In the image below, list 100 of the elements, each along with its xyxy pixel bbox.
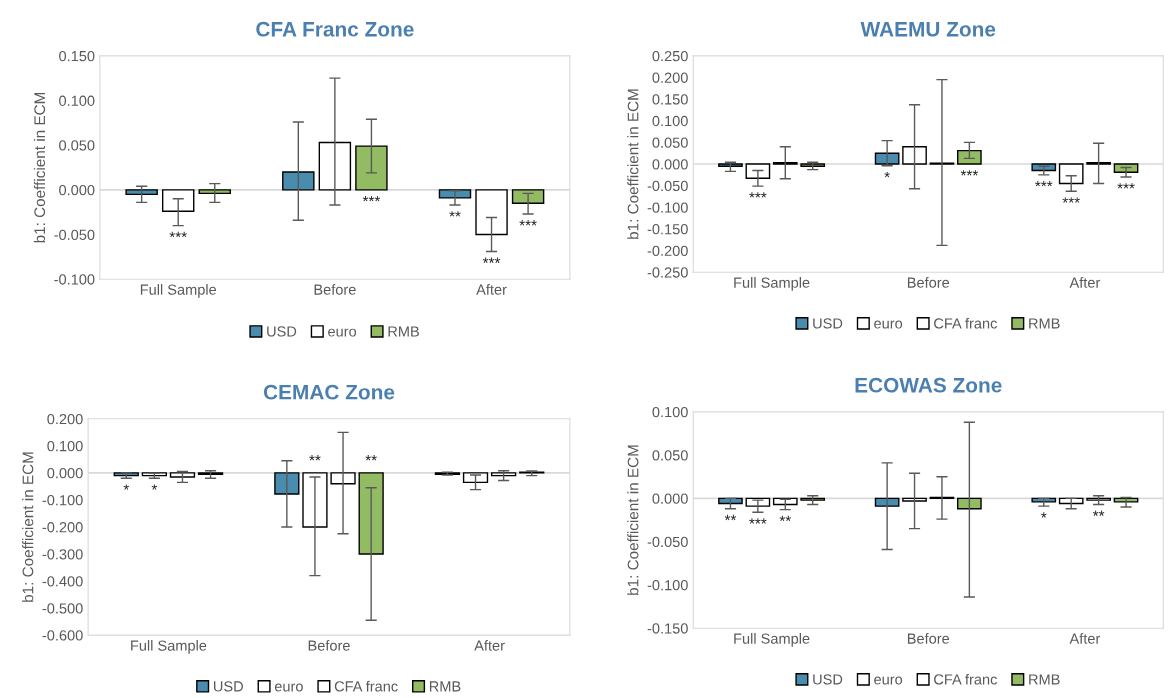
data-label: *	[884, 171, 890, 178]
y-tick-label: 0.000	[652, 493, 688, 504]
bar	[438, 189, 472, 199]
y-tick-label: 0.100	[652, 406, 688, 418]
bar	[957, 149, 982, 165]
y-tick-label: 0.000	[59, 184, 95, 196]
bar	[475, 189, 508, 236]
bar	[161, 189, 195, 212]
legend-label: euro	[874, 320, 903, 329]
y-axis-title: b1: Coefficient in ECM	[627, 89, 639, 239]
y-tick-label: -0.600	[42, 630, 83, 641]
legend-label: euro	[874, 676, 903, 685]
bar	[355, 145, 388, 191]
chart-title: ECOWAS Zone	[855, 377, 1002, 393]
y-tick-label: -0.100	[647, 580, 688, 591]
data-label: *	[123, 484, 129, 490]
data-label: ***	[169, 231, 187, 238]
data-label: **	[309, 455, 321, 461]
data-label: ***	[749, 192, 767, 198]
legend-label: USD	[267, 326, 297, 337]
y-tick-label: 0.200	[652, 72, 688, 83]
y-axis-title: b1: Coefficient in ECM	[33, 92, 46, 243]
legend-label: CFA franc	[934, 317, 997, 329]
x-tick-label: Full Sample	[131, 640, 207, 654]
chart-title: CEMAC Zone	[263, 384, 395, 400]
y-tick-label: -0.050	[647, 180, 688, 192]
y-tick-label: -0.150	[647, 224, 688, 235]
y-tick-label: 0.100	[47, 440, 83, 452]
bar	[198, 189, 231, 195]
chart-title: WAEMU Zone	[860, 22, 996, 37]
legend-label: euro	[328, 328, 357, 337]
legend-label: CFA franc	[334, 680, 398, 692]
y-axis-title: b1: Coefficient in ECM	[22, 452, 34, 602]
y-tick-label: 0.050	[652, 137, 688, 148]
y-tick-label: 0.100	[59, 95, 95, 106]
legend-label: USD	[813, 674, 843, 685]
y-tick-label: 0.100	[652, 115, 688, 127]
bar	[282, 171, 315, 191]
bar	[511, 189, 545, 204]
x-tick-label: Full Sample	[734, 277, 810, 291]
legend-label: USD	[214, 681, 243, 692]
y-tick-label: -0.100	[647, 202, 688, 213]
y-tick-label: -0.100	[42, 495, 83, 506]
data-label: **	[449, 211, 461, 217]
legend-label: RMB	[1029, 318, 1060, 329]
bar	[718, 163, 743, 167]
x-tick-label: Full Sample	[140, 284, 217, 298]
x-tick-label: Before	[907, 277, 950, 288]
bar	[902, 146, 927, 165]
legend-label: euro	[274, 683, 303, 692]
x-tick-label: After	[474, 640, 505, 651]
data-label: *	[151, 484, 158, 490]
legend-label: RMB	[1029, 674, 1060, 685]
data-label: **	[724, 514, 737, 521]
x-tick-label: After	[1069, 277, 1101, 288]
bar	[800, 163, 826, 167]
y-tick-label: -0.200	[647, 245, 688, 257]
data-label: ***	[482, 257, 501, 263]
bar	[1058, 163, 1084, 185]
bar	[125, 189, 158, 196]
y-tick-label: 0.250	[652, 50, 688, 62]
legend-label: USD	[813, 318, 843, 329]
x-tick-label: Before	[308, 640, 350, 651]
y-tick-label: -0.200	[42, 522, 83, 533]
data-label: **	[779, 515, 791, 522]
x-tick-label: Before	[314, 284, 356, 295]
y-tick-label: 0.200	[47, 413, 83, 425]
data-label: ***	[519, 220, 537, 226]
x-tick-label: Before	[907, 633, 950, 644]
y-axis-title: b1: Coefficient in ECM	[627, 445, 639, 595]
data-label: ***	[1117, 183, 1135, 189]
x-tick-label: After	[1069, 633, 1101, 644]
y-tick-label: -0.050	[647, 536, 688, 548]
y-tick-label: -0.150	[647, 623, 688, 634]
data-label: *	[1041, 512, 1047, 518]
legend-label: CFA franc	[934, 673, 997, 685]
y-tick-label: -0.300	[42, 549, 83, 560]
legend-label: RMB	[388, 326, 419, 337]
y-tick-label: 0.000	[47, 468, 83, 479]
x-tick-label: After	[476, 284, 507, 295]
legend-label: RMB	[429, 681, 461, 692]
chart-title: CFA Franc Zone	[256, 21, 414, 37]
data-label: ***	[960, 170, 979, 176]
y-tick-label: 0.150	[59, 50, 95, 62]
y-tick-label: -0.400	[42, 576, 83, 587]
data-label: ***	[1062, 197, 1080, 203]
data-label: ***	[362, 195, 381, 202]
y-tick-label: -0.100	[54, 274, 95, 285]
y-tick-label: -0.050	[54, 229, 95, 240]
data-label: **	[365, 455, 377, 461]
x-tick-label: Full Sample	[734, 633, 810, 647]
y-tick-label: -0.250	[647, 267, 688, 278]
y-tick-label: 0.000	[652, 159, 688, 170]
y-tick-label: 0.050	[652, 450, 688, 461]
y-tick-label: -0.500	[42, 603, 83, 614]
y-tick-label: 0.150	[652, 94, 688, 105]
data-label: **	[1092, 510, 1105, 516]
bar	[318, 141, 352, 191]
data-label: ***	[749, 518, 767, 524]
bar	[745, 163, 771, 180]
